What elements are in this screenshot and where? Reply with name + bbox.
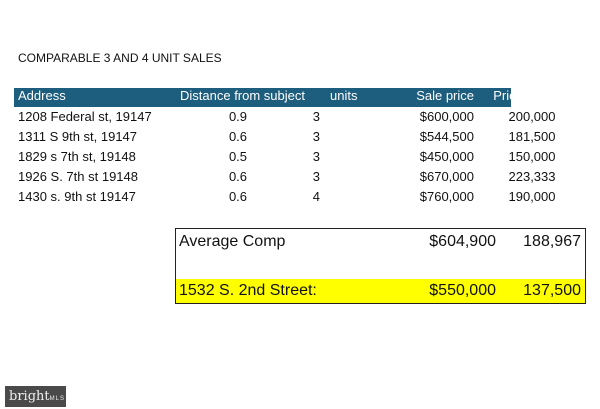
- table-row: 1829 s 7th st, 19148 0.5 3 $450,000 150,000: [14, 149, 556, 169]
- table-header: Address Distance from subject units Sale…: [14, 88, 570, 107]
- cell-units: 3: [312, 129, 320, 144]
- cell-distance: 0.6: [228, 129, 248, 144]
- average-sale-price: $604,900: [429, 233, 496, 250]
- table-row: 1926 S. 7th st 19148 0.6 3 $670,000 223,333: [14, 169, 556, 189]
- table-row: 1430 s. 9th st 19147 0.6 4 $760,000 190,000: [14, 189, 556, 209]
- cell-sale-price: $450,000: [419, 149, 474, 164]
- subject-price-per-unit: 137,500: [523, 282, 581, 299]
- cell-price-per-unit: 181,500: [508, 129, 556, 144]
- cell-address: 1829 s 7th st, 19148: [18, 149, 136, 164]
- bright-mls-logo: brightMLS: [5, 386, 66, 407]
- cell-price-per-unit: 200,000: [508, 109, 556, 124]
- header-sale-price: Sale price: [416, 88, 474, 103]
- cell-distance: 0.6: [228, 189, 248, 204]
- subject-label: 1532 S. 2nd Street:: [179, 282, 317, 299]
- cell-units: 3: [312, 149, 320, 164]
- table-row: 1311 S 9th st, 19147 0.6 3 $544,500 181,500: [14, 129, 556, 149]
- cell-price-per-unit: 190,000: [508, 189, 556, 204]
- cell-distance: 0.9: [228, 109, 248, 124]
- average-price-per-unit: 188,967: [523, 233, 581, 250]
- table-row: 1208 Federal st, 19147 0.9 3 $600,000 200,00…: [14, 109, 556, 129]
- cell-units: 3: [312, 169, 320, 184]
- cell-address: 1926 S. 7th st 19148: [18, 169, 138, 184]
- cell-distance: 0.6: [228, 169, 248, 184]
- average-comp-row: Average Comp $604,900 188,967: [176, 229, 585, 257]
- summary-box: Average Comp $604,900 188,967 1532 S. 2n…: [175, 228, 586, 304]
- average-label: Average Comp: [179, 233, 286, 250]
- header-address: Address: [18, 88, 66, 103]
- cell-distance: 0.5: [228, 149, 248, 164]
- cell-address: 1430 s. 9th st 19147: [18, 189, 136, 204]
- cell-sale-price: $670,000: [419, 169, 474, 184]
- cell-units: 3: [312, 109, 320, 124]
- subject-sale-price: $550,000: [429, 282, 496, 299]
- header-distance: Distance from subject: [180, 88, 305, 103]
- header-price-per-unit: Price per unit: [493, 88, 570, 103]
- header-units: units: [330, 88, 358, 103]
- cell-price-per-unit: 223,333: [508, 169, 556, 184]
- subject-property-row: 1532 S. 2nd Street: $550,000 137,500: [176, 279, 585, 303]
- cell-address: 1208 Federal st, 19147: [18, 109, 152, 124]
- cell-units: 4: [312, 189, 320, 204]
- cell-sale-price: $600,000: [419, 109, 474, 124]
- cell-sale-price: $760,000: [419, 189, 474, 204]
- cell-price-per-unit: 150,000: [508, 149, 556, 164]
- document-title: COMPARABLE 3 AND 4 UNIT SALES: [18, 51, 222, 65]
- cell-address: 1311 S 9th st, 19147: [18, 129, 138, 144]
- cell-sale-price: $544,500: [419, 129, 474, 144]
